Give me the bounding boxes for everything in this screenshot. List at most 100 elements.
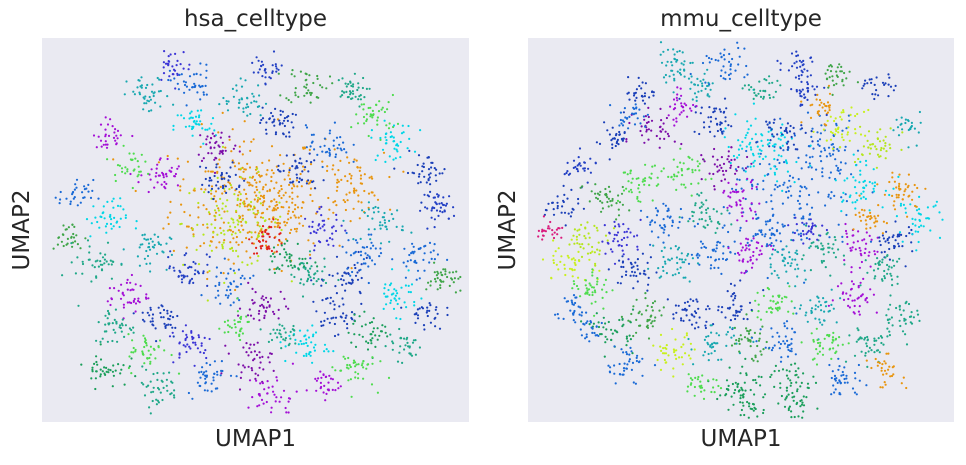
data-point <box>363 122 366 125</box>
data-point <box>905 234 908 238</box>
data-point <box>316 210 319 213</box>
data-point <box>628 334 631 337</box>
data-point <box>226 199 229 202</box>
data-point <box>288 131 291 134</box>
data-point <box>646 261 649 264</box>
data-point <box>776 79 779 82</box>
data-point <box>850 271 853 274</box>
data-point <box>220 174 223 177</box>
data-point <box>132 312 135 315</box>
data-point <box>291 191 294 194</box>
data-point <box>867 130 871 133</box>
data-point <box>313 349 316 352</box>
data-point <box>820 124 823 127</box>
data-point <box>786 282 789 285</box>
data-point <box>800 238 803 241</box>
data-point <box>818 104 821 107</box>
data-point <box>326 169 329 172</box>
data-point <box>596 248 599 251</box>
data-point <box>644 297 647 300</box>
data-point <box>701 82 704 85</box>
data-point <box>746 177 749 180</box>
data-point <box>616 138 619 141</box>
data-point <box>272 252 275 255</box>
data-point <box>205 362 208 365</box>
data-point <box>646 324 649 327</box>
data-point <box>629 231 632 234</box>
data-point <box>240 167 243 170</box>
data-point <box>311 180 314 184</box>
data-point <box>650 172 653 175</box>
data-point <box>727 230 730 234</box>
data-point <box>88 258 91 261</box>
data-point <box>195 120 198 123</box>
data-point <box>692 299 695 302</box>
data-point <box>809 299 812 302</box>
data-point <box>308 274 311 277</box>
data-point <box>274 217 277 221</box>
data-point <box>690 182 693 185</box>
data-point <box>169 200 172 203</box>
data-point <box>709 344 712 347</box>
data-point <box>433 258 436 261</box>
data-point <box>808 246 811 249</box>
data-point <box>114 128 117 131</box>
data-point <box>625 344 628 347</box>
data-point <box>860 260 863 264</box>
data-point <box>280 347 283 350</box>
data-point <box>147 297 150 300</box>
data-point <box>635 331 638 334</box>
data-point <box>452 281 455 284</box>
data-point <box>771 248 775 251</box>
data-point <box>353 189 356 192</box>
data-point <box>603 224 606 227</box>
data-point <box>238 185 241 189</box>
data-point <box>613 364 616 367</box>
data-point <box>130 301 133 305</box>
data-point <box>907 173 910 176</box>
data-point <box>737 148 740 151</box>
data-point <box>94 260 97 263</box>
data-point <box>408 253 411 257</box>
data-point <box>366 363 369 366</box>
data-point <box>900 148 903 151</box>
data-point <box>190 330 193 333</box>
data-point <box>166 309 169 312</box>
data-point <box>759 89 762 92</box>
data-point <box>283 327 286 330</box>
data-point <box>314 261 317 264</box>
data-point <box>649 256 652 259</box>
data-point <box>352 322 355 325</box>
data-point <box>277 224 280 227</box>
data-point <box>384 325 387 328</box>
data-point <box>561 226 564 229</box>
data-point <box>71 245 74 248</box>
data-point <box>758 155 761 158</box>
data-point <box>241 214 244 217</box>
data-point <box>218 281 221 284</box>
data-point <box>634 261 637 264</box>
data-point <box>706 207 710 210</box>
data-point <box>355 159 358 162</box>
data-point <box>325 348 328 351</box>
data-point <box>250 200 253 204</box>
data-point <box>184 324 187 327</box>
data-point <box>207 191 210 194</box>
data-point <box>446 258 449 261</box>
data-point <box>722 245 725 248</box>
data-point <box>107 368 110 371</box>
data-point <box>630 181 633 184</box>
data-point <box>425 181 428 184</box>
data-point <box>349 254 353 257</box>
data-point <box>731 187 734 190</box>
data-point <box>834 256 837 259</box>
data-point <box>284 406 287 410</box>
data-point <box>769 167 772 170</box>
data-point <box>882 139 885 142</box>
data-point <box>893 264 896 267</box>
data-point <box>842 254 845 257</box>
data-point <box>435 179 438 182</box>
data-point <box>138 264 141 267</box>
data-point <box>249 277 252 280</box>
cell-cluster <box>160 50 191 90</box>
